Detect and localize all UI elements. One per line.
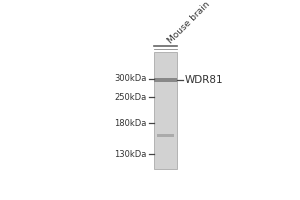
Text: WDR81: WDR81	[185, 75, 224, 85]
Text: 130kDa: 130kDa	[114, 150, 147, 159]
Bar	[154, 52, 177, 169]
Text: 180kDa: 180kDa	[114, 119, 147, 128]
Text: 300kDa: 300kDa	[114, 74, 147, 83]
Bar	[157, 134, 173, 137]
Text: 250kDa: 250kDa	[115, 93, 147, 102]
Text: Mouse brain: Mouse brain	[167, 0, 212, 46]
Bar	[154, 78, 177, 82]
